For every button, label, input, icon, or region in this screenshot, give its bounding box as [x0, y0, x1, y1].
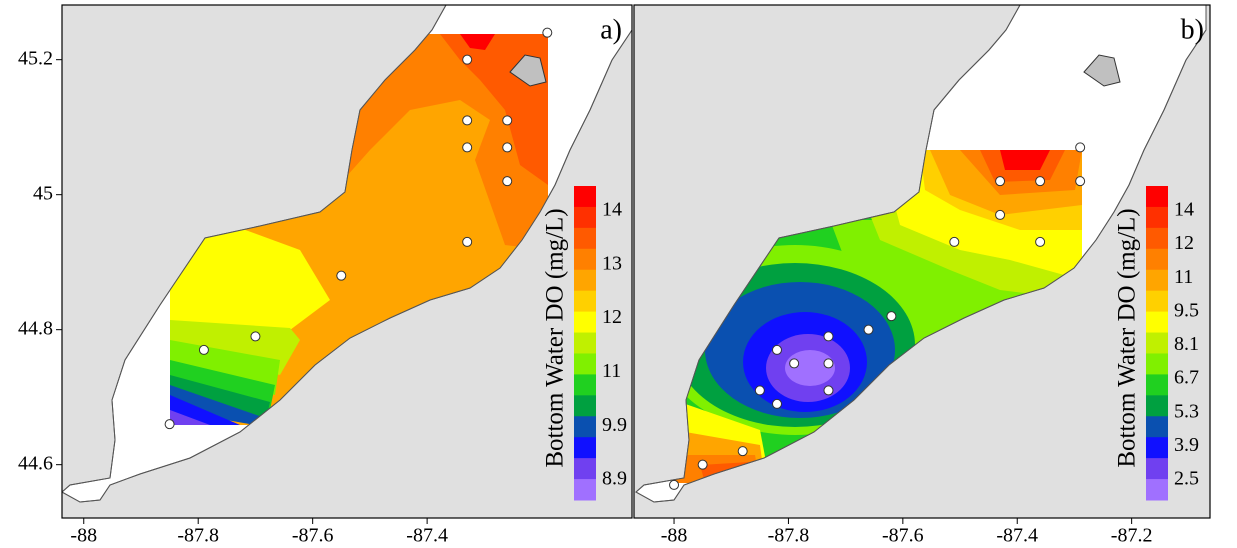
colorbar-label: 8.1	[1174, 333, 1199, 355]
station	[737, 446, 748, 457]
station	[823, 331, 834, 342]
colorbar-label: 13	[602, 252, 622, 274]
colorbar-swatch	[1146, 374, 1168, 396]
colorbar-swatch	[574, 206, 596, 229]
colorbar-swatch	[574, 353, 596, 375]
panel-label: a)	[600, 14, 622, 45]
colorbar-swatch	[1146, 395, 1168, 417]
colorbar-swatch	[574, 374, 596, 396]
colorbar-title: Bottom Water DO (mg/L)	[542, 208, 569, 467]
station	[863, 324, 874, 335]
map-b	[634, 5, 1210, 518]
x-tick-label: -87.4	[406, 525, 448, 547]
colorbar-swatch	[1146, 353, 1168, 375]
map-a	[62, 5, 632, 518]
station	[462, 115, 473, 126]
station	[995, 209, 1006, 220]
colorbar-swatch	[1146, 290, 1168, 313]
station	[1035, 236, 1046, 247]
colorbar-label: 2.5	[1174, 468, 1199, 490]
colorbar-swatch	[574, 479, 596, 501]
colorbar-swatch	[574, 290, 596, 313]
x-tick-label: -87.6	[292, 525, 334, 547]
colorbar-label: 9.5	[1174, 299, 1199, 321]
frame-b	[633, 4, 1211, 519]
station	[542, 27, 553, 38]
station	[1035, 176, 1046, 187]
colorbar-swatch	[1146, 269, 1168, 292]
colorbar-label: 14	[602, 199, 622, 221]
colorbar-swatch	[1146, 186, 1168, 208]
colorbar-label: 14	[1174, 199, 1194, 221]
station	[502, 142, 513, 153]
colorbar-label: 5.3	[1174, 400, 1199, 422]
colorbar-swatch	[1146, 332, 1168, 354]
x-tick-label: -88	[70, 525, 97, 547]
station	[462, 142, 473, 153]
y-tick-label: 45	[33, 182, 53, 204]
colorbar-label: 12	[602, 306, 622, 328]
colorbar-swatch	[574, 248, 596, 271]
station	[198, 344, 209, 355]
station	[823, 358, 834, 369]
station	[697, 459, 708, 470]
station	[789, 358, 800, 369]
colorbar-swatch	[574, 416, 596, 438]
colorbar-label: 3.9	[1174, 434, 1199, 456]
panel-label: b)	[1181, 14, 1204, 45]
y-tick-label: 44.6	[18, 452, 53, 474]
colorbar-swatch	[1146, 248, 1168, 271]
colorbar-title: Bottom Water DO (mg/L)	[1114, 208, 1141, 467]
y-tick-label: 44.8	[18, 317, 53, 339]
colorbar-swatch	[574, 186, 596, 208]
station	[164, 419, 175, 430]
station	[250, 331, 261, 342]
colorbar-swatch	[1146, 458, 1168, 480]
station	[669, 479, 680, 490]
colorbar-swatch	[574, 458, 596, 480]
colorbar-swatch	[1146, 206, 1168, 229]
colorbar-swatch	[574, 437, 596, 459]
colorbar-label: 11	[1174, 266, 1193, 288]
station	[949, 236, 960, 247]
y-tick-label: 45.2	[18, 47, 53, 69]
colorbar-label: 6.7	[1174, 367, 1199, 389]
colorbar-swatch	[574, 227, 596, 250]
station	[1075, 142, 1086, 153]
colorbar-swatch	[1146, 437, 1168, 459]
colorbar-swatch	[574, 269, 596, 292]
colorbar-swatch	[1146, 479, 1168, 501]
station	[502, 176, 513, 187]
station	[886, 311, 897, 322]
colorbar-swatch	[574, 332, 596, 354]
colorbar-swatch	[574, 395, 596, 417]
colorbar-swatch	[1146, 311, 1168, 334]
colorbar-label: 11	[602, 360, 621, 382]
x-tick-label: -87.4	[996, 525, 1038, 547]
colorbar-label: 12	[1174, 232, 1194, 254]
station	[823, 385, 834, 396]
colorbar-label: 8.9	[602, 468, 627, 490]
station	[336, 270, 347, 281]
x-tick-label: -87.8	[768, 525, 810, 547]
station	[771, 344, 782, 355]
x-tick-label: -88	[661, 525, 688, 547]
x-tick-label: -87.6	[882, 525, 924, 547]
frame-a	[61, 4, 633, 519]
x-tick-label: -87.8	[177, 525, 219, 547]
station	[1075, 176, 1086, 187]
colorbar-swatch	[1146, 227, 1168, 250]
station	[462, 54, 473, 65]
colorbar-swatch	[574, 311, 596, 334]
station	[754, 385, 765, 396]
x-tick-label: -87.2	[1111, 525, 1153, 547]
station	[462, 236, 473, 247]
station	[502, 115, 513, 126]
station	[995, 176, 1006, 187]
station	[771, 398, 782, 409]
colorbar-swatch	[1146, 416, 1168, 438]
colorbar-label: 9.9	[602, 414, 627, 436]
